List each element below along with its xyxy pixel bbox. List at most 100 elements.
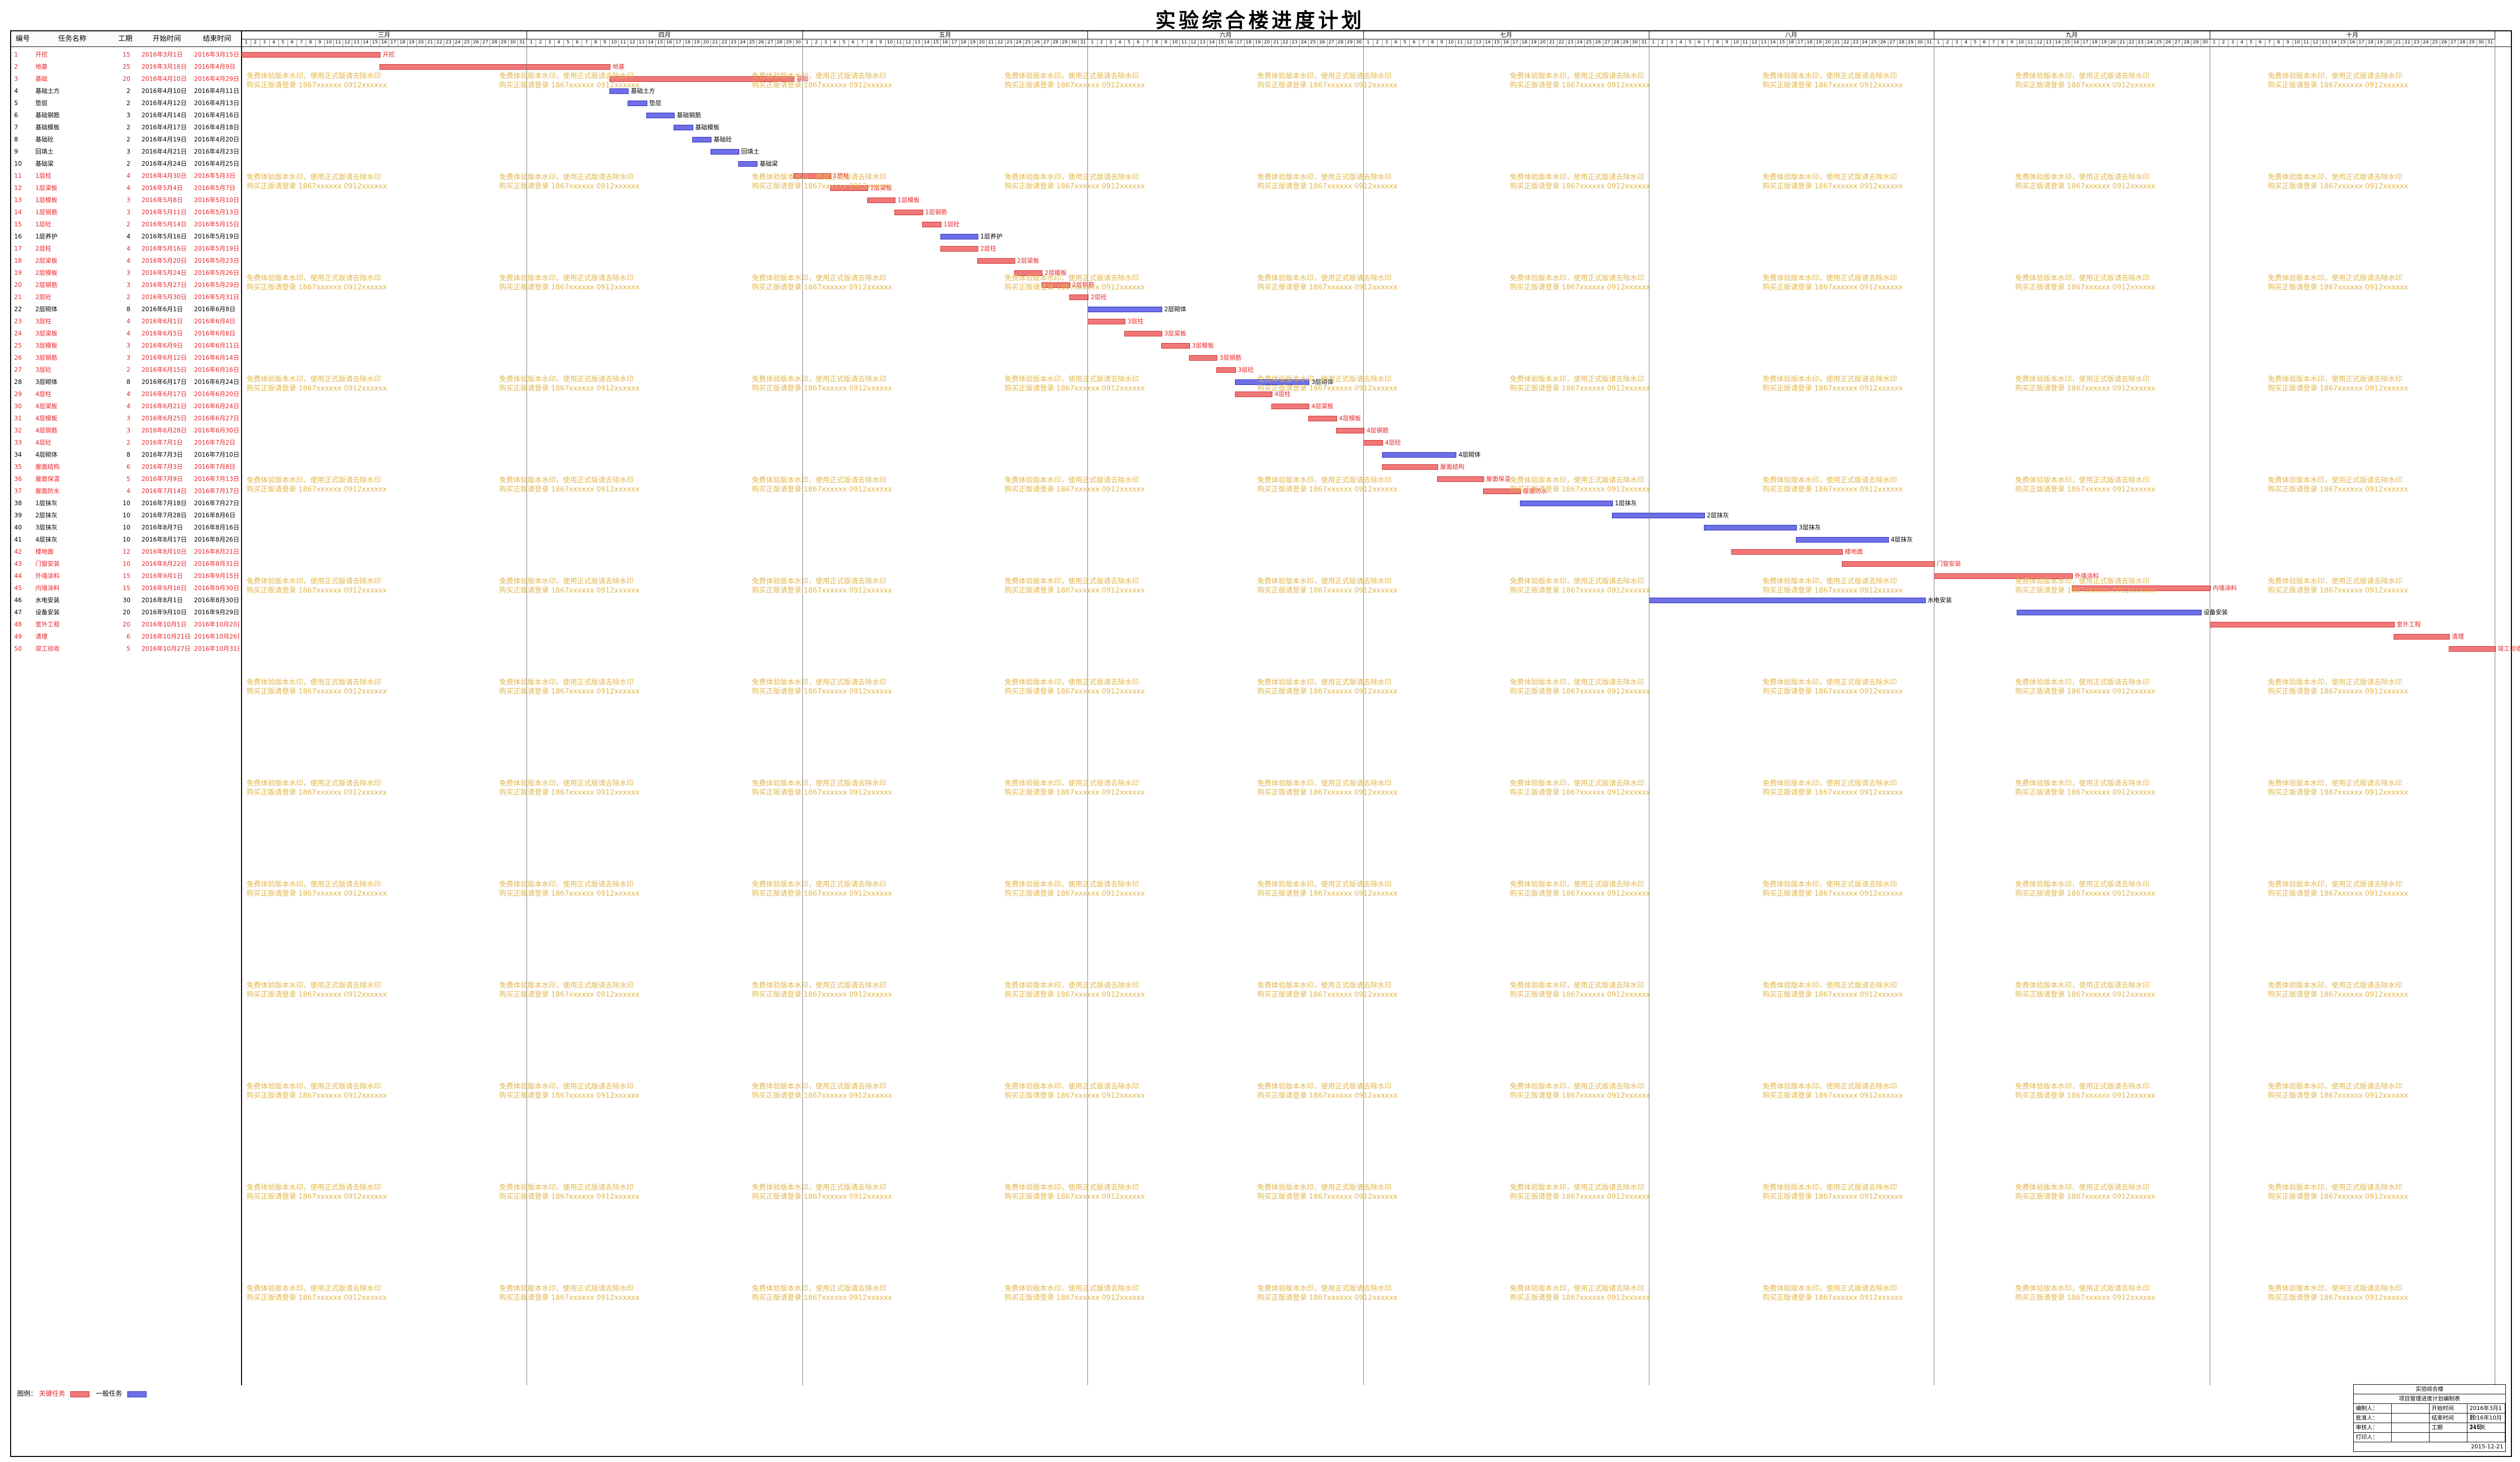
- gantt-bar[interactable]: [940, 246, 978, 252]
- table-row[interactable]: 36 屋面保温 5 2016年7月9日 2016年7月13日: [11, 473, 241, 485]
- table-row[interactable]: 32 4层钢筋 3 2016年6月28日 2016年6月30日: [11, 424, 241, 436]
- gantt-bar[interactable]: [2209, 622, 2395, 627]
- table-row[interactable]: 46 水电安装 30 2016年8月1日 2016年8月30日: [11, 594, 241, 606]
- gantt-bar[interactable]: [1363, 440, 1383, 446]
- table-row[interactable]: 19 2层模板 3 2016年5月24日 2016年5月26日: [11, 267, 241, 279]
- gantt-bar[interactable]: [1161, 343, 1190, 349]
- gantt-bar[interactable]: [1271, 404, 1310, 409]
- table-row[interactable]: 48 室外工程 20 2016年10月1日 2016年10月20日: [11, 618, 241, 630]
- gantt-bar[interactable]: [1069, 295, 1089, 300]
- gantt-bar[interactable]: [830, 185, 868, 191]
- gantt-bar[interactable]: [609, 76, 794, 82]
- gantt-bar[interactable]: [1188, 355, 1218, 361]
- gantt-bar[interactable]: [1234, 379, 1310, 385]
- table-row[interactable]: 31 4层模板 3 2016年6月25日 2016年6月27日: [11, 412, 241, 424]
- table-row[interactable]: 34 4层砌体 8 2016年7月3日 2016年7月10日: [11, 449, 241, 461]
- table-row[interactable]: 1 开挖 15 2016年3月1日 2016年3月15日: [11, 48, 241, 61]
- table-row[interactable]: 21 2层砼 2 2016年5月30日 2016年5月31日: [11, 291, 241, 303]
- table-row[interactable]: 20 2层钢筋 3 2016年5月27日 2016年5月29日: [11, 279, 241, 291]
- gantt-bar[interactable]: [1382, 464, 1438, 470]
- table-row[interactable]: 45 内墙涂料 15 2016年9月16日 2016年9月30日: [11, 582, 241, 594]
- gantt-bar[interactable]: [692, 137, 712, 142]
- table-row[interactable]: 35 屋面结构 6 2016年7月3日 2016年7月8日: [11, 461, 241, 473]
- gantt-bar[interactable]: [242, 52, 381, 58]
- table-row[interactable]: 14 1层钢筋 3 2016年5月11日 2016年5月13日: [11, 206, 241, 218]
- gantt-bar[interactable]: [379, 64, 610, 70]
- table-row[interactable]: 41 4层抹灰 10 2016年8月17日 2016年8月26日: [11, 533, 241, 546]
- gantt-bar[interactable]: [1519, 501, 1613, 506]
- table-row[interactable]: 7 基础模板 2 2016年4月17日 2016年4月18日: [11, 121, 241, 133]
- table-row[interactable]: 40 3层抹灰 10 2016年8月7日 2016年8月16日: [11, 521, 241, 533]
- gantt-bar[interactable]: [1437, 476, 1484, 482]
- gantt-bar[interactable]: [940, 234, 978, 239]
- table-row[interactable]: 49 清理 6 2016年10月21日 2016年10月26日: [11, 630, 241, 643]
- gantt-bar[interactable]: [1841, 561, 1935, 567]
- table-row[interactable]: 8 基础砼 2 2016年4月19日 2016年4月20日: [11, 133, 241, 145]
- table-row[interactable]: 38 1层抹灰 10 2016年7月18日 2016年7月27日: [11, 497, 241, 509]
- table-row[interactable]: 10 基础梁 2 2016年4月24日 2016年4月25日: [11, 158, 241, 170]
- table-row[interactable]: 26 3层钢筋 3 2016年6月12日 2016年6月14日: [11, 352, 241, 364]
- gantt-bar[interactable]: [1087, 319, 1126, 324]
- table-row[interactable]: 28 3层砌体 8 2016年6月17日 2016年6月24日: [11, 376, 241, 388]
- table-row[interactable]: 15 1层砼 2 2016年5月14日 2016年5月15日: [11, 218, 241, 230]
- gantt-bar[interactable]: [609, 88, 629, 94]
- gantt-bar[interactable]: [1382, 452, 1457, 458]
- col-header-name[interactable]: 任务名称: [34, 31, 111, 47]
- gantt-bar[interactable]: [1336, 428, 1365, 433]
- table-row[interactable]: 5 垫层 2 2016年4月12日 2016年4月13日: [11, 97, 241, 109]
- gantt-bar[interactable]: [2016, 610, 2202, 615]
- table-row[interactable]: 4 基础土方 2 2016年4月10日 2016年4月11日: [11, 85, 241, 97]
- table-row[interactable]: 23 3层柱 4 2016年6月1日 2016年6月4日: [11, 315, 241, 327]
- table-row[interactable]: 9 回填土 3 2016年4月21日 2016年4月23日: [11, 145, 241, 158]
- gantt-bar[interactable]: [2449, 646, 2496, 652]
- table-row[interactable]: 29 4层柱 4 2016年6月17日 2016年6月20日: [11, 388, 241, 400]
- gantt-bar[interactable]: [1041, 282, 1070, 288]
- gantt-bar[interactable]: [2393, 634, 2450, 640]
- table-row[interactable]: 22 2层砌体 8 2016年6月1日 2016年6月8日: [11, 303, 241, 315]
- table-row[interactable]: 39 2层抹灰 10 2016年7月28日 2016年8月6日: [11, 509, 241, 521]
- gantt-bar[interactable]: [674, 125, 693, 130]
- table-row[interactable]: 12 1层梁板 4 2016年5月4日 2016年5月7日: [11, 182, 241, 194]
- gantt-bar[interactable]: [867, 198, 896, 203]
- table-row[interactable]: 47 设备安装 20 2016年9月10日 2016年9月29日: [11, 606, 241, 618]
- col-header-duration[interactable]: 工期: [110, 31, 141, 47]
- table-row[interactable]: 2 地基 25 2016年3月16日 2016年4月9日: [11, 61, 241, 73]
- table-row[interactable]: 50 竣工验收 5 2016年10月27日 2016年10月31日: [11, 643, 241, 655]
- table-row[interactable]: 30 4层梁板 4 2016年6月21日 2016年6月24日: [11, 400, 241, 412]
- table-row[interactable]: 6 基础钢筋 3 2016年4月14日 2016年4月16日: [11, 109, 241, 121]
- table-row[interactable]: 27 3层砼 2 2016年6月15日 2016年6月16日: [11, 364, 241, 376]
- col-header-end[interactable]: 结束时间: [193, 31, 242, 47]
- gantt-bar[interactable]: [1795, 537, 1889, 543]
- table-row[interactable]: 18 2层梁板 4 2016年5月20日 2016年5月23日: [11, 255, 241, 267]
- gantt-bar[interactable]: [1308, 416, 1337, 421]
- gantt-bar[interactable]: [793, 173, 831, 179]
- table-row[interactable]: 11 1层柱 4 2016年4月30日 2016年5月3日: [11, 170, 241, 182]
- gantt-bar[interactable]: [894, 210, 923, 215]
- gantt-bar[interactable]: [628, 101, 647, 106]
- gantt-bar[interactable]: [1611, 513, 1705, 518]
- table-row[interactable]: 17 2层柱 4 2016年5月16日 2016年5月19日: [11, 242, 241, 255]
- gantt-bar[interactable]: [1648, 598, 1926, 603]
- gantt-bar[interactable]: [2071, 586, 2211, 591]
- table-row[interactable]: 43 门窗安装 10 2016年8月22日 2016年8月31日: [11, 558, 241, 570]
- table-row[interactable]: 3 基础 20 2016年4月10日 2016年4月29日: [11, 73, 241, 85]
- table-row[interactable]: 13 1层模板 3 2016年5月8日 2016年5月10日: [11, 194, 241, 206]
- gantt-bar[interactable]: [1731, 549, 1843, 555]
- gantt-bar[interactable]: [1014, 270, 1043, 276]
- gantt-bar[interactable]: [1216, 367, 1236, 373]
- gantt-bar[interactable]: [1483, 489, 1521, 494]
- table-row[interactable]: 33 4层砼 2 2016年7月1日 2016年7月2日: [11, 436, 241, 449]
- table-row[interactable]: 42 楼地面 12 2016年8月10日 2016年8月21日: [11, 546, 241, 558]
- gantt-bar[interactable]: [922, 222, 942, 227]
- gantt-bar[interactable]: [977, 258, 1015, 264]
- gantt-bar[interactable]: [738, 161, 758, 167]
- gantt-bar[interactable]: [1124, 331, 1162, 336]
- gantt-bar[interactable]: [710, 149, 739, 155]
- col-header-id[interactable]: 编号: [11, 31, 35, 47]
- col-header-start[interactable]: 开始时间: [140, 31, 194, 47]
- table-row[interactable]: 25 3层模板 3 2016年6月9日 2016年6月11日: [11, 339, 241, 352]
- table-row[interactable]: 44 外墙涂料 15 2016年9月1日 2016年9月15日: [11, 570, 241, 582]
- gantt-bar[interactable]: [646, 113, 675, 118]
- gantt-bar[interactable]: [1234, 392, 1273, 397]
- table-row[interactable]: 37 屋面防水 4 2016年7月14日 2016年7月17日: [11, 485, 241, 497]
